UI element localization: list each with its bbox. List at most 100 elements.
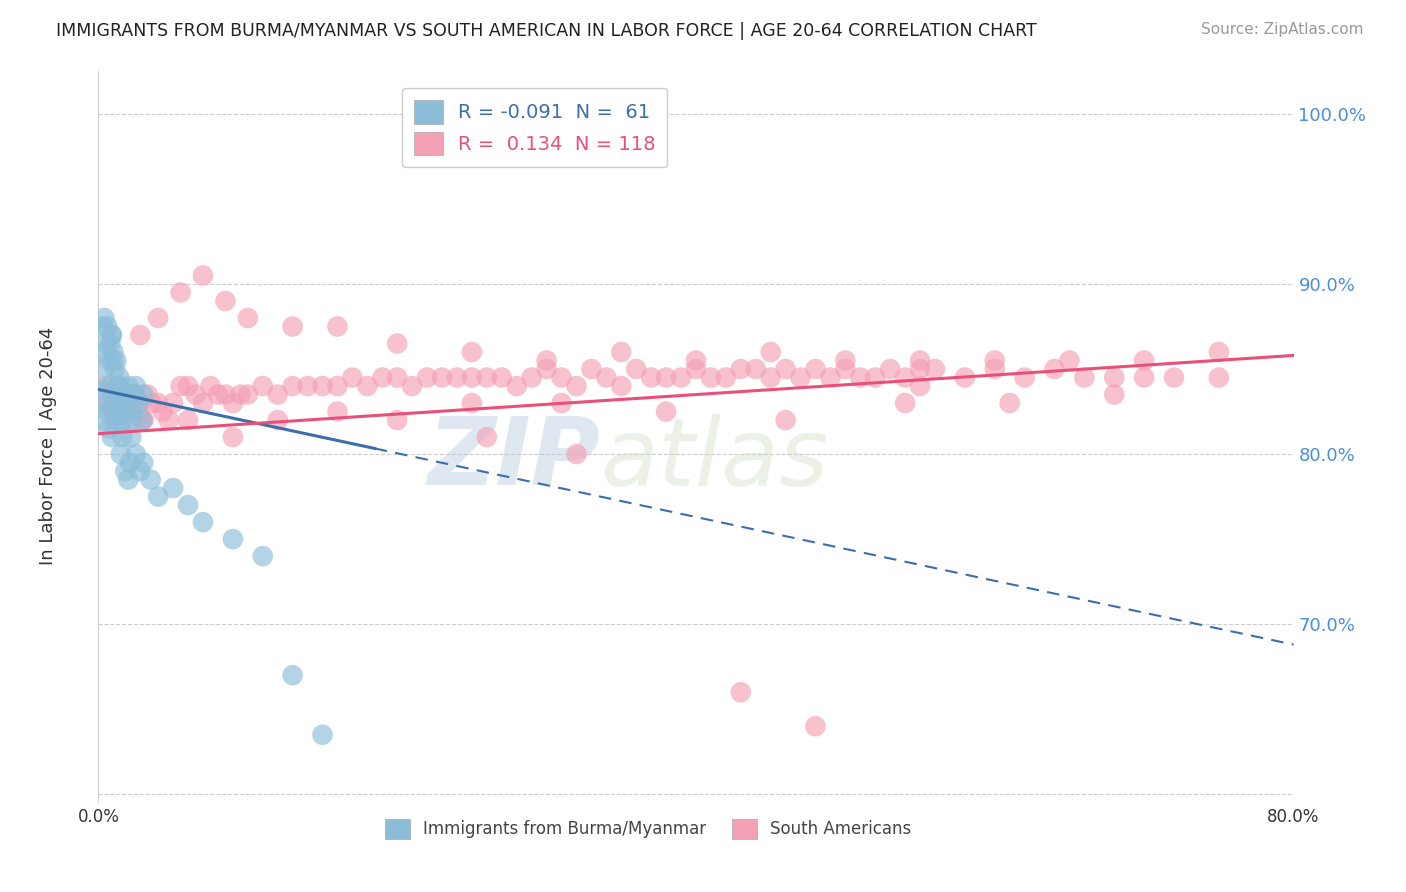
Point bbox=[730, 362, 752, 376]
Point bbox=[685, 362, 707, 376]
Point bbox=[115, 404, 138, 418]
Point bbox=[342, 370, 364, 384]
Point bbox=[129, 464, 152, 478]
Point bbox=[759, 370, 782, 384]
Point bbox=[416, 370, 439, 384]
Point bbox=[385, 336, 409, 351]
Point bbox=[112, 404, 135, 418]
Point bbox=[118, 456, 141, 470]
Point bbox=[1133, 370, 1156, 384]
Point bbox=[136, 387, 159, 401]
Point bbox=[114, 464, 136, 478]
Point bbox=[550, 370, 572, 384]
Point bbox=[162, 481, 184, 495]
Point bbox=[714, 370, 737, 384]
Point bbox=[91, 413, 114, 427]
Point bbox=[96, 404, 118, 418]
Point bbox=[107, 413, 129, 427]
Point bbox=[98, 336, 122, 351]
Point bbox=[152, 404, 174, 418]
Point bbox=[184, 387, 207, 401]
Point bbox=[297, 379, 319, 393]
Point bbox=[311, 728, 333, 742]
Point bbox=[908, 362, 931, 376]
Point bbox=[281, 668, 304, 682]
Point bbox=[169, 379, 191, 393]
Point bbox=[281, 379, 304, 393]
Point bbox=[110, 387, 132, 401]
Point bbox=[214, 387, 236, 401]
Point bbox=[94, 336, 117, 351]
Point bbox=[536, 353, 558, 368]
Point bbox=[326, 379, 349, 393]
Point bbox=[908, 379, 931, 393]
Point bbox=[120, 430, 142, 444]
Point bbox=[141, 396, 163, 410]
Point bbox=[998, 396, 1021, 410]
Point bbox=[1208, 345, 1230, 359]
Point bbox=[1104, 370, 1126, 384]
Point bbox=[124, 387, 146, 401]
Point bbox=[132, 413, 155, 427]
Point bbox=[475, 370, 498, 384]
Point bbox=[401, 379, 423, 393]
Point bbox=[236, 387, 259, 401]
Point bbox=[252, 379, 274, 393]
Point bbox=[229, 387, 252, 401]
Point bbox=[111, 413, 134, 427]
Point bbox=[326, 319, 349, 334]
Point bbox=[191, 268, 214, 283]
Point bbox=[101, 430, 124, 444]
Point bbox=[108, 370, 131, 384]
Point bbox=[121, 396, 143, 410]
Point bbox=[107, 404, 129, 418]
Point bbox=[267, 413, 290, 427]
Point bbox=[984, 362, 1007, 376]
Point bbox=[430, 370, 453, 384]
Point bbox=[1163, 370, 1185, 384]
Point bbox=[1208, 370, 1230, 384]
Point bbox=[236, 311, 259, 326]
Point bbox=[820, 370, 842, 384]
Point bbox=[132, 456, 155, 470]
Point bbox=[865, 370, 887, 384]
Legend: Immigrants from Burma/Myanmar, South Americans: Immigrants from Burma/Myanmar, South Ame… bbox=[378, 812, 918, 846]
Point bbox=[222, 430, 245, 444]
Point bbox=[121, 404, 143, 418]
Point bbox=[177, 379, 200, 393]
Point bbox=[520, 370, 543, 384]
Text: atlas: atlas bbox=[600, 414, 828, 505]
Point bbox=[105, 387, 128, 401]
Point bbox=[200, 379, 222, 393]
Point bbox=[94, 379, 117, 393]
Point bbox=[101, 328, 124, 343]
Point bbox=[894, 370, 917, 384]
Point bbox=[775, 413, 797, 427]
Point bbox=[804, 362, 827, 376]
Point bbox=[894, 396, 917, 410]
Point bbox=[311, 379, 333, 393]
Point bbox=[157, 413, 180, 427]
Point bbox=[669, 370, 692, 384]
Point bbox=[908, 353, 931, 368]
Point bbox=[252, 549, 274, 563]
Point bbox=[101, 328, 124, 343]
Point bbox=[131, 413, 153, 427]
Point bbox=[114, 387, 136, 401]
Point bbox=[110, 447, 132, 461]
Point bbox=[214, 293, 236, 308]
Point bbox=[371, 370, 394, 384]
Point bbox=[446, 370, 468, 384]
Point bbox=[125, 387, 148, 401]
Point bbox=[105, 353, 128, 368]
Point bbox=[281, 319, 304, 334]
Point bbox=[759, 345, 782, 359]
Point bbox=[385, 413, 409, 427]
Point bbox=[536, 362, 558, 376]
Point bbox=[110, 387, 132, 401]
Point bbox=[91, 383, 114, 397]
Point bbox=[120, 413, 142, 427]
Point bbox=[655, 370, 678, 384]
Point bbox=[1104, 387, 1126, 401]
Point bbox=[984, 353, 1007, 368]
